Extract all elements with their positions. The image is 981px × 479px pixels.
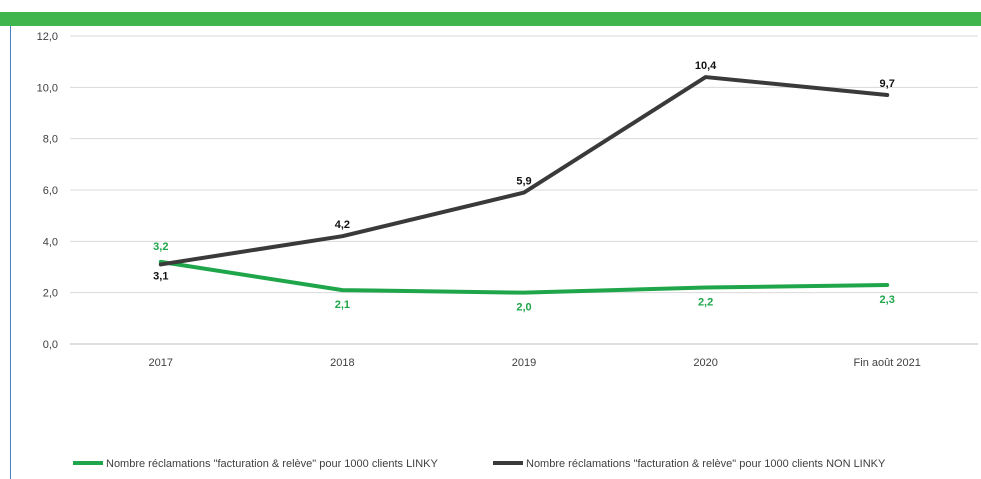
data-label-linky: 2,2 — [698, 297, 713, 309]
y-axis-ticks: 0,0 2,0 4,0 6,0 8,0 10,0 12,0 — [37, 31, 58, 351]
legend-label: Nombre réclamations "facturation & relèv… — [106, 458, 439, 470]
x-tick-label: 2020 — [693, 357, 717, 369]
x-tick-label: 2019 — [512, 357, 536, 369]
y-tick-label: 12,0 — [37, 31, 58, 43]
top-accent-bar — [0, 12, 981, 26]
series-lines — [158, 75, 890, 295]
y-tick-label: 6,0 — [43, 185, 58, 197]
series-line-non-linky — [158, 75, 890, 267]
data-label-linky: 3,2 — [153, 241, 168, 253]
legend-item-linky: Nombre réclamations "facturation & relèv… — [73, 458, 439, 470]
legend-label: Nombre réclamations "facturation & relèv… — [526, 458, 886, 470]
y-tick-label: 0,0 — [43, 339, 58, 351]
data-label-linky: 2,1 — [335, 299, 350, 311]
y-tick-label: 10,0 — [37, 82, 58, 94]
data-label-non-linky: 3,1 — [153, 270, 168, 282]
gridlines — [70, 35, 978, 345]
y-tick-label: 2,0 — [43, 288, 58, 300]
data-labels: 3,2 2,1 2,0 2,2 2,3 3,1 4,2 5,9 10,4 9,7 — [153, 60, 895, 314]
y-tick-label: 8,0 — [43, 134, 58, 146]
data-label-non-linky: 5,9 — [516, 176, 531, 188]
legend: Nombre réclamations "facturation & relèv… — [73, 458, 886, 470]
x-tick-label: 2017 — [149, 357, 173, 369]
y-tick-label: 4,0 — [43, 236, 58, 248]
data-label-non-linky: 10,4 — [695, 60, 717, 72]
left-border-line — [10, 26, 11, 479]
x-tick-label: Fin août 2021 — [854, 357, 921, 369]
data-label-linky: 2,3 — [880, 294, 895, 306]
series-line-linky — [158, 259, 890, 295]
x-axis-ticks: 2017 2018 2019 2020 Fin août 2021 — [149, 357, 921, 369]
data-label-linky: 2,0 — [516, 302, 531, 314]
x-tick-label: 2018 — [330, 357, 354, 369]
data-label-non-linky: 4,2 — [335, 219, 350, 231]
legend-item-non-linky: Nombre réclamations "facturation & relèv… — [493, 458, 886, 470]
data-label-non-linky: 9,7 — [880, 78, 895, 90]
